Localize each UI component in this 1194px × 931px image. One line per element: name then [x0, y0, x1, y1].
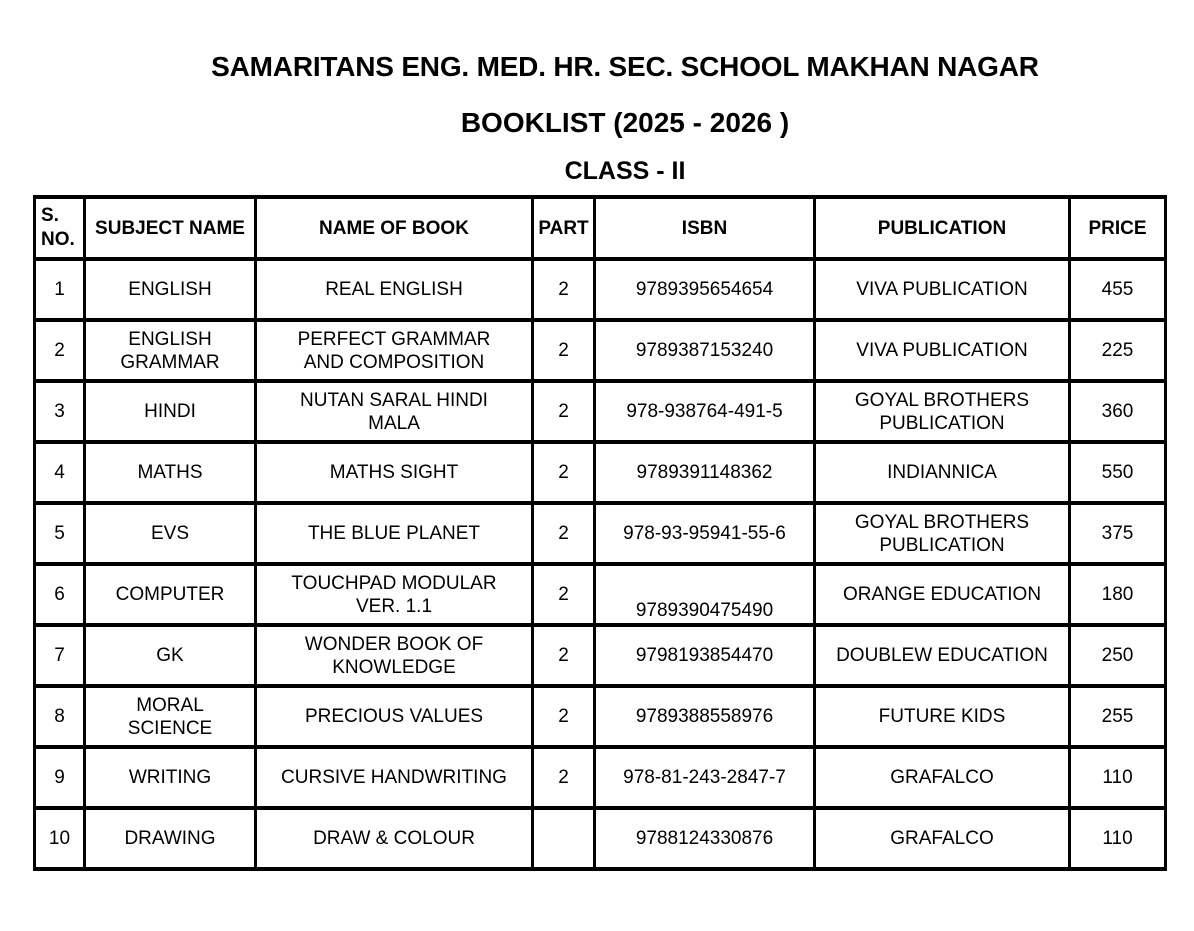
header-subject-name: SUBJECT NAME — [83, 195, 257, 262]
table-row: 3 HINDI NUTAN SARAL HINDI MALA 2 978-938764-… — [33, 379, 1167, 445]
table-row: 5 EVS THE BLUE PLANET 2 978-93-95941-55-6 GOY… — [33, 501, 1167, 567]
cell-isbn: 978-938764-491-5 — [593, 379, 816, 445]
cell-s-no: 9 — [33, 745, 86, 811]
booklist-table-body: 1 ENGLISH REAL ENGLISH 2 9789395654654 VIVA P… — [33, 257, 1167, 872]
cell-book-name: NUTAN SARAL HINDI MALA — [254, 379, 534, 445]
cell-subject-name: HINDI — [83, 379, 257, 445]
class-heading: CLASS - II — [564, 157, 686, 186]
table-row: 4 MATHS MATHS SIGHT 2 9789391148362 INDIANNIC… — [33, 440, 1167, 506]
header-part: PART — [531, 195, 596, 262]
table-row: 6 COMPUTER TOUCHPAD MODULAR VER. 1.1 2 97893… — [33, 562, 1167, 628]
cell-part: 2 — [531, 257, 596, 323]
cell-isbn: 9789388558976 — [593, 684, 816, 750]
cell-book-name: PRECIOUS VALUES — [254, 684, 534, 750]
cell-price: 455 — [1068, 257, 1167, 323]
cell-book-name: THE BLUE PLANET — [254, 501, 534, 567]
cell-subject-name: ENGLISH — [83, 257, 257, 323]
cell-s-no: 6 — [33, 562, 86, 628]
cell-price: 110 — [1068, 745, 1167, 811]
cell-subject-name: EVS — [83, 501, 257, 567]
cell-isbn: 9788124330876 — [593, 806, 816, 872]
cell-publication: GOYAL BROTHERS PUBLICATION — [813, 379, 1071, 445]
booklist-table: S. NO. SUBJECT NAME NAME OF BOOK PART IS… — [33, 195, 1167, 872]
cell-publication: VIVA PUBLICATION — [813, 318, 1071, 384]
cell-s-no: 5 — [33, 501, 86, 567]
cell-subject-name: DRAWING — [83, 806, 257, 872]
cell-s-no: 1 — [33, 257, 86, 323]
cell-isbn: 9789387153240 — [593, 318, 816, 384]
table-row: 10 DRAWING DRAW & COLOUR 9788124330876 GRAFA… — [33, 806, 1167, 872]
cell-isbn: 9789390475490 — [593, 562, 816, 628]
cell-part: 2 — [531, 562, 596, 628]
cell-price: 375 — [1068, 501, 1167, 567]
cell-price: 360 — [1068, 379, 1167, 445]
cell-book-name: PERFECT GRAMMAR AND COMPOSITION — [254, 318, 534, 384]
cell-subject-name: GK — [83, 623, 257, 689]
header-publication: PUBLICATION — [813, 195, 1071, 262]
cell-price: 550 — [1068, 440, 1167, 506]
table-row: 9 WRITING CURSIVE HANDWRITING 2 978-81-243-2… — [33, 745, 1167, 811]
cell-publication: GRAFALCO — [813, 745, 1071, 811]
cell-part: 2 — [531, 440, 596, 506]
cell-book-name: MATHS SIGHT — [254, 440, 534, 506]
cell-s-no: 7 — [33, 623, 86, 689]
header-book-name: NAME OF BOOK — [254, 195, 534, 262]
cell-subject-name: MATHS — [83, 440, 257, 506]
cell-s-no: 8 — [33, 684, 86, 750]
cell-book-name: CURSIVE HANDWRITING — [254, 745, 534, 811]
cell-publication: GOYAL BROTHERS PUBLICATION — [813, 501, 1071, 567]
cell-book-name: REAL ENGLISH — [254, 257, 534, 323]
cell-book-name: TOUCHPAD MODULAR VER. 1.1 — [254, 562, 534, 628]
cell-price: 225 — [1068, 318, 1167, 384]
cell-subject-name: WRITING — [83, 745, 257, 811]
cell-s-no: 10 — [33, 806, 86, 872]
cell-subject-name: MORAL SCIENCE — [83, 684, 257, 750]
cell-publication: FUTURE KIDS — [813, 684, 1071, 750]
cell-publication: ORANGE EDUCATION — [813, 562, 1071, 628]
cell-s-no: 2 — [33, 318, 86, 384]
header-s-no: S. NO. — [33, 195, 86, 262]
cell-publication: VIVA PUBLICATION — [813, 257, 1071, 323]
cell-isbn: 9789391148362 — [593, 440, 816, 506]
cell-subject-name: ENGLISH GRAMMAR — [83, 318, 257, 384]
cell-isbn: 9789395654654 — [593, 257, 816, 323]
cell-s-no: 4 — [33, 440, 86, 506]
cell-price: 110 — [1068, 806, 1167, 872]
header-price: PRICE — [1068, 195, 1167, 262]
table-header: S. NO. SUBJECT NAME NAME OF BOOK PART IS… — [33, 195, 1167, 262]
booklist-year-subtitle: BOOKLIST (2025 - 2026 ) — [460, 106, 790, 138]
school-name-title: SAMARITANS ENG. MED. HR. SEC. SCHOOL MAK… — [211, 51, 1039, 82]
cell-part — [531, 806, 596, 872]
cell-publication: GRAFALCO — [813, 806, 1071, 872]
cell-price: 255 — [1068, 684, 1167, 750]
cell-s-no: 3 — [33, 379, 86, 445]
cell-part: 2 — [531, 501, 596, 567]
cell-part: 2 — [531, 318, 596, 384]
table-row: 7 GK WONDER BOOK OF KNOWLEDGE 2 979819385447… — [33, 623, 1167, 689]
cell-price: 180 — [1068, 562, 1167, 628]
header-isbn: ISBN — [593, 195, 816, 262]
table-header-row: S. NO. SUBJECT NAME NAME OF BOOK PART IS… — [33, 195, 1167, 262]
table-row: 1 ENGLISH REAL ENGLISH 2 9789395654654 VIVA P… — [33, 257, 1167, 323]
cell-price: 250 — [1068, 623, 1167, 689]
cell-part: 2 — [531, 379, 596, 445]
document-header: SAMARITANS ENG. MED. HR. SEC. SCHOOL MAK… — [56, 0, 1194, 186]
cell-isbn: 978-93-95941-55-6 — [593, 501, 816, 567]
table-row: 2 ENGLISH GRAMMAR PERFECT GRAMMAR AND COMP… — [33, 318, 1167, 384]
cell-book-name: WONDER BOOK OF KNOWLEDGE — [254, 623, 534, 689]
table-row: 8 MORAL SCIENCE PRECIOUS VALUES 2 9789388558… — [33, 684, 1167, 750]
cell-book-name: DRAW & COLOUR — [254, 806, 534, 872]
cell-part: 2 — [531, 684, 596, 750]
cell-isbn: 978-81-243-2847-7 — [593, 745, 816, 811]
booklist-document: SAMARITANS ENG. MED. HR. SEC. SCHOOL MAK… — [33, 0, 1194, 872]
cell-publication: DOUBLEW EDUCATION — [813, 623, 1071, 689]
cell-part: 2 — [531, 623, 596, 689]
cell-subject-name: COMPUTER — [83, 562, 257, 628]
cell-publication: INDIANNICA — [813, 440, 1071, 506]
cell-isbn: 9798193854470 — [593, 623, 816, 689]
cell-part: 2 — [531, 745, 596, 811]
